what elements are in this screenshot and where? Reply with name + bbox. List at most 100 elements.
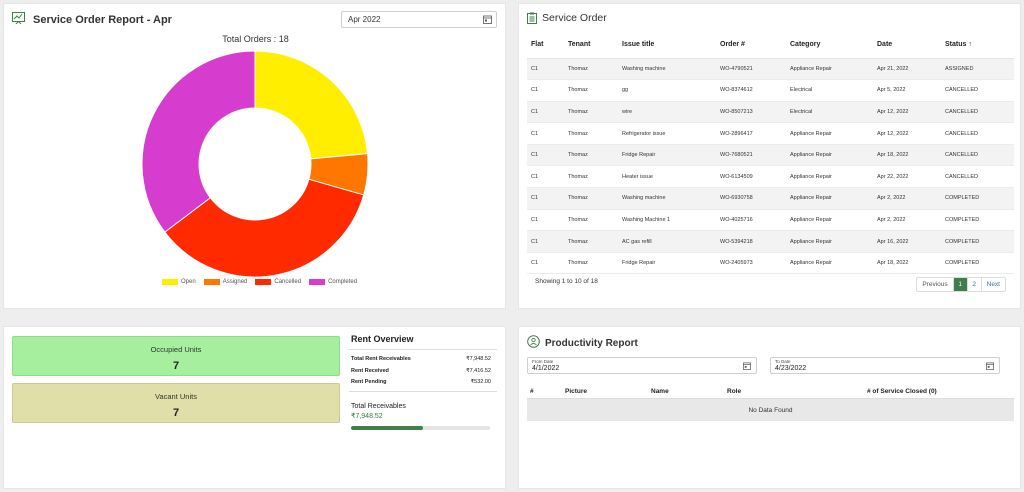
month-select[interactable]: Apr 2022: [341, 11, 497, 28]
col-flat[interactable]: Flat: [527, 32, 564, 59]
cell-order: WO-8374612: [716, 79, 786, 102]
card-title: Service Order: [542, 12, 607, 24]
calendar-icon[interactable]: [743, 362, 751, 370]
table-row[interactable]: C1 Thomaz Washing Machine 1 WO-4025716 Appli…: [527, 209, 1014, 232]
cell-category: Appliance Repair: [786, 58, 873, 81]
previous-button[interactable]: Previous: [917, 278, 954, 291]
cell-date: Apr 18, 2022: [873, 252, 941, 275]
rent-row-label: Total Rent Receivables: [351, 356, 411, 362]
cell-tenant: Thomaz: [564, 230, 618, 253]
pagination-info: Showing 1 to 10 of 18: [535, 278, 598, 285]
table-row[interactable]: C1 Thomaz wire WO-8507213 Electrical Apr 12, …: [527, 101, 1014, 124]
to-date-field[interactable]: To Date 4/23/2022: [770, 357, 1000, 374]
from-date-field[interactable]: From Date 4/1/2022: [527, 357, 757, 374]
total-receivables-label: Total Receivables: [351, 403, 406, 410]
cell-date: Apr 12, 2022: [873, 101, 941, 124]
cell-order: WO-2405973: [716, 252, 786, 275]
table-row[interactable]: C1 Thomaz AC gas refill WO-5394218 Appliance…: [527, 230, 1014, 253]
from-date-value: 4/1/2022: [532, 365, 560, 372]
table-row[interactable]: C1 Thomaz Washing machine WO-4790521 Applian…: [527, 58, 1014, 81]
cell-flat: C1: [527, 144, 564, 167]
cell-tenant: Thomaz: [564, 187, 618, 210]
productivity-report-card: Productivity Report From Date 4/1/2022 T…: [518, 326, 1021, 489]
pagination: Previous 1 2 Next: [916, 277, 1006, 292]
page-1-button[interactable]: 1: [953, 278, 968, 291]
page-2-button[interactable]: 2: [968, 278, 982, 291]
service-order-table: Flat Tenant Issue title Order # Category…: [527, 32, 1014, 275]
cell-tenant: Thomaz: [564, 79, 618, 102]
donut-slice-cancelled[interactable]: [164, 178, 365, 278]
rent-progress-fill: [351, 426, 424, 430]
next-button[interactable]: Next: [986, 281, 1000, 288]
col-category[interactable]: Category: [786, 32, 873, 59]
cell-date: Apr 2, 2022: [873, 209, 941, 232]
cell-order: WO-6930758: [716, 187, 786, 210]
col-order[interactable]: Order #: [716, 32, 786, 59]
rent-row-value: ₹7,416.52: [466, 368, 491, 374]
cell-status: CANCELLED: [941, 165, 1014, 189]
from-date-label: From Date: [532, 359, 554, 364]
rent-row: Rent Received ₹7,416.52: [351, 368, 491, 374]
cell-issue-title: Fridge Repair: [618, 144, 716, 167]
cell-order: WO-7680521: [716, 144, 786, 167]
productivity-icon: [527, 335, 540, 348]
col-date[interactable]: Date: [873, 32, 941, 59]
cell-status: CANCELLED: [941, 122, 1014, 145]
legend-swatch: [162, 279, 178, 285]
col-status[interactable]: Status ↑: [941, 32, 1014, 59]
table-row[interactable]: C1 Thomaz Washing machine WO-6930758 Applian…: [527, 187, 1014, 210]
cell-date: Apr 2, 2022: [873, 187, 941, 210]
rent-row-label: Rent Received: [351, 368, 389, 374]
legend-item[interactable]: Open: [162, 279, 196, 285]
col-issue-title[interactable]: Issue title: [618, 32, 716, 59]
cell-flat: C1: [527, 79, 564, 102]
table-row[interactable]: C1 Thomaz Refrigerator issue WO-2896417 Appl…: [527, 122, 1014, 145]
cell-tenant: Thomaz: [564, 101, 618, 124]
cell-flat: C1: [527, 122, 564, 145]
rent-overview-title: Rent Overview: [351, 334, 414, 344]
legend-item[interactable]: Assigned: [203, 279, 247, 285]
cell-flat: C1: [527, 230, 564, 253]
cell-flat: C1: [527, 101, 564, 124]
cell-flat: C1: [527, 187, 564, 210]
cell-date: Apr 18, 2022: [873, 144, 941, 167]
legend-item[interactable]: Cancelled: [255, 279, 301, 285]
donut-slice-open[interactable]: [254, 50, 369, 160]
occupied-units-tile: Occupied Units 7: [12, 336, 340, 376]
cell-date: Apr 22, 2022: [873, 165, 941, 189]
chart-legend: Open Assigned Cancelled Completed: [162, 279, 357, 285]
table-row[interactable]: C1 Thomaz Fridge Repair WO-7680521 Appliance…: [527, 144, 1014, 167]
legend-item[interactable]: Completed: [309, 279, 357, 285]
cell-order: WO-5394218: [716, 230, 786, 253]
cell-category: Appliance Repair: [786, 165, 873, 189]
table-row[interactable]: C1 Thomaz Fridge Repair WO-2405973 Appliance…: [527, 252, 1014, 275]
legend-swatch: [255, 279, 272, 285]
calendar-icon[interactable]: [483, 15, 492, 24]
rent-row: Rent Pending ₹532.00: [351, 379, 491, 385]
cell-flat: C1: [527, 209, 564, 232]
cell-category: Appliance Repair: [786, 187, 873, 210]
cell-flat: C1: [527, 252, 564, 275]
service-order-card: Service Order Flat Tenant Issue title Or…: [518, 3, 1021, 309]
to-date-label: To Date: [775, 359, 791, 364]
cell-order: WO-4790521: [716, 58, 786, 81]
cell-tenant: Thomaz: [564, 58, 618, 81]
occupied-units-value: 7: [172, 360, 180, 372]
cell-tenant: Thomaz: [564, 122, 618, 145]
card-title: Productivity Report: [545, 338, 638, 349]
cell-tenant: Thomaz: [564, 252, 618, 275]
rent-row-label: Rent Pending: [351, 379, 387, 385]
cell-date: Apr 12, 2022: [873, 122, 941, 145]
cell-status: COMPLETED: [941, 209, 1014, 232]
to-date-value: 4/23/2022: [775, 365, 807, 372]
table-row[interactable]: C1 Thomaz Heater issue WO-6134509 Appliance …: [527, 165, 1014, 189]
calendar-icon[interactable]: [986, 362, 994, 370]
table-row[interactable]: C1 Thomaz gg WO-8374612 Electrical Apr 5, 202…: [527, 79, 1014, 102]
cell-category: Electrical: [786, 79, 873, 102]
col-tenant[interactable]: Tenant: [564, 32, 618, 59]
cell-flat: C1: [527, 58, 564, 81]
cell-order: WO-8507213: [716, 101, 786, 124]
donut-slice-completed[interactable]: [141, 50, 256, 233]
cell-status: COMPLETED: [941, 187, 1014, 210]
divider: [349, 349, 497, 350]
